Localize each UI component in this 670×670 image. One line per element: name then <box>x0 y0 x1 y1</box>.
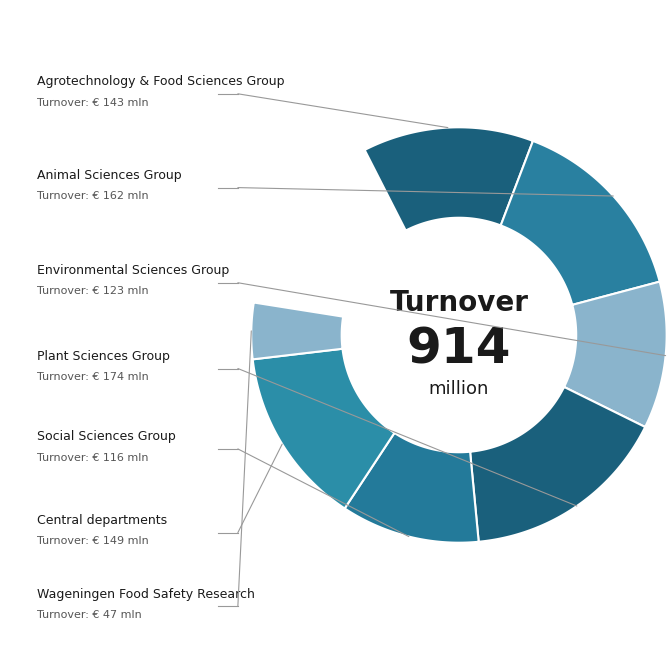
Polygon shape <box>344 433 478 543</box>
Text: Turnover: € 143 mln: Turnover: € 143 mln <box>37 98 149 107</box>
Polygon shape <box>564 281 667 427</box>
Text: Turnover: € 123 mln: Turnover: € 123 mln <box>37 287 149 296</box>
Text: 914: 914 <box>407 326 511 374</box>
Text: Agrotechnology & Food Sciences Group: Agrotechnology & Food Sciences Group <box>37 75 284 88</box>
Text: Wageningen Food Safety Research: Wageningen Food Safety Research <box>37 588 255 601</box>
Text: Turnover: € 174 mln: Turnover: € 174 mln <box>37 373 149 382</box>
Text: Turnover: € 162 mln: Turnover: € 162 mln <box>37 192 149 201</box>
Polygon shape <box>470 387 645 542</box>
Text: million: million <box>429 380 489 397</box>
Text: Turnover: € 47 mln: Turnover: € 47 mln <box>37 610 141 620</box>
Text: Turnover: Turnover <box>389 289 529 317</box>
Text: Environmental Sciences Group: Environmental Sciences Group <box>37 264 229 277</box>
Text: Turnover: € 149 mln: Turnover: € 149 mln <box>37 537 149 546</box>
Text: Social Sciences Group: Social Sciences Group <box>37 430 176 444</box>
Text: Central departments: Central departments <box>37 514 167 527</box>
Text: Plant Sciences Group: Plant Sciences Group <box>37 350 170 363</box>
Polygon shape <box>364 127 533 230</box>
Text: Turnover: € 116 mln: Turnover: € 116 mln <box>37 453 148 462</box>
Polygon shape <box>251 303 343 359</box>
Polygon shape <box>253 349 395 509</box>
Polygon shape <box>500 141 660 305</box>
Text: Animal Sciences Group: Animal Sciences Group <box>37 169 182 182</box>
